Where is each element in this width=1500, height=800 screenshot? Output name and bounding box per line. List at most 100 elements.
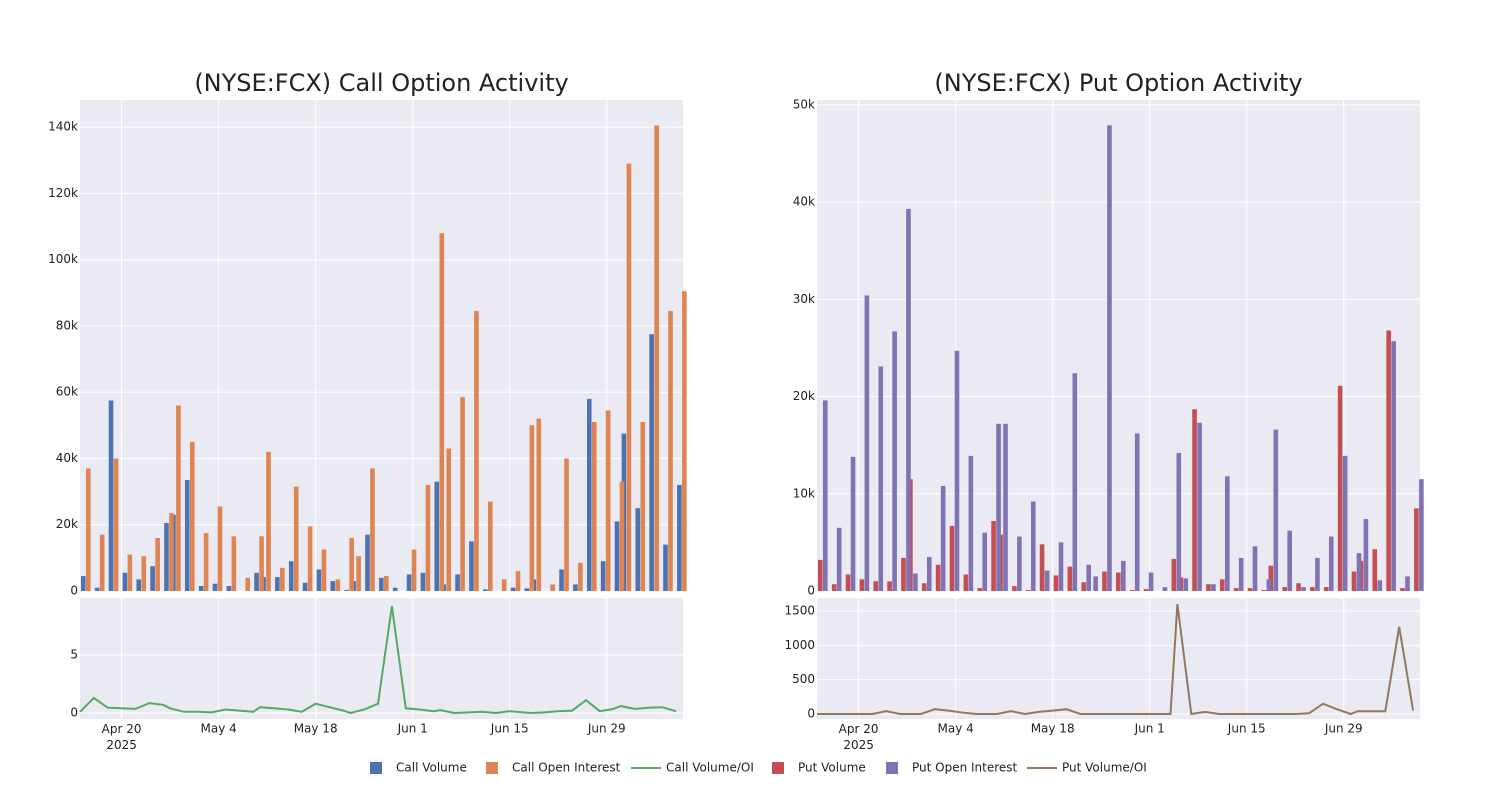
bar <box>1372 549 1378 591</box>
bar <box>379 577 384 591</box>
bar <box>1337 385 1343 591</box>
bar <box>293 486 299 591</box>
bar <box>1143 589 1149 591</box>
bar <box>668 311 673 591</box>
bar <box>127 554 133 591</box>
bar <box>591 422 597 591</box>
bar <box>901 557 906 591</box>
bar <box>1419 479 1424 591</box>
bar <box>189 441 195 591</box>
bar <box>619 481 625 591</box>
y-tick-label: 40k <box>56 451 78 465</box>
bar <box>122 572 128 591</box>
bar <box>425 484 431 591</box>
bar <box>1282 587 1287 591</box>
bar <box>330 581 336 591</box>
bar <box>682 291 687 591</box>
y-tick-label: 100k <box>48 252 78 266</box>
bar <box>392 587 398 591</box>
y-tick-label: 0 <box>807 584 815 598</box>
bar <box>529 425 535 591</box>
legend-label: Call Volume <box>396 761 467 775</box>
y-tick-label: 10k <box>793 486 815 500</box>
bar <box>949 525 955 591</box>
bar <box>536 418 542 591</box>
bar <box>349 537 354 591</box>
y-tick-label: 50k <box>793 97 815 111</box>
bar <box>635 508 641 591</box>
bar <box>226 586 232 591</box>
bar <box>488 501 493 591</box>
bar <box>365 534 370 591</box>
bar <box>307 526 313 591</box>
bar <box>1323 587 1329 591</box>
bar <box>1377 580 1383 591</box>
bar <box>1225 476 1230 591</box>
bar <box>1197 422 1202 591</box>
bar <box>446 448 452 591</box>
y2-tick-label: 500 <box>792 672 815 686</box>
bar <box>420 572 426 591</box>
bar <box>94 587 100 591</box>
bar <box>1134 433 1140 591</box>
legend-swatch <box>370 762 382 774</box>
bar <box>1102 571 1107 591</box>
bar <box>1025 590 1031 591</box>
bar <box>302 582 308 591</box>
bar <box>515 571 521 591</box>
bar <box>1003 423 1008 591</box>
bar <box>600 561 606 591</box>
bar <box>859 579 865 591</box>
bar <box>1116 572 1121 591</box>
bar <box>663 544 668 591</box>
bar <box>136 579 142 591</box>
bar <box>411 549 417 591</box>
bar <box>1405 576 1410 591</box>
bar <box>654 125 659 591</box>
y2-tick-label: 1500 <box>784 603 815 617</box>
bar <box>169 513 174 591</box>
bar <box>1176 452 1182 591</box>
bar <box>864 295 870 591</box>
y-tick-label: 80k <box>56 318 78 332</box>
legend-label: Put Volume/OI <box>1062 761 1147 775</box>
bar <box>1058 542 1064 591</box>
bar <box>1206 584 1211 591</box>
bar <box>108 400 114 591</box>
chart-title: (NYSE:FCX) Call Option Activity <box>194 69 568 97</box>
bar <box>81 576 86 591</box>
bar <box>1233 588 1239 591</box>
bar <box>1030 501 1036 591</box>
y-tick-label: 30k <box>793 292 815 306</box>
bar <box>141 556 147 591</box>
bar <box>1072 373 1078 591</box>
bar <box>439 233 445 592</box>
bar <box>1171 558 1177 591</box>
bar <box>1315 557 1320 591</box>
bar <box>935 564 941 591</box>
bar <box>878 366 884 591</box>
bar <box>1266 579 1272 591</box>
bar <box>586 398 592 591</box>
bar <box>1400 588 1405 591</box>
bar <box>474 311 479 591</box>
bar <box>1211 584 1216 591</box>
bar <box>850 456 856 591</box>
bar <box>559 569 564 591</box>
bar <box>1093 576 1098 591</box>
bar <box>1247 588 1253 591</box>
bar <box>483 589 488 591</box>
bar <box>1414 508 1419 591</box>
bar <box>280 567 285 591</box>
bar <box>510 587 516 591</box>
legend-label: Call Open Interest <box>512 761 621 775</box>
bar <box>921 583 927 591</box>
ratio-line <box>79 606 677 715</box>
bar <box>198 586 204 591</box>
bar <box>1261 590 1267 591</box>
bar <box>164 523 169 591</box>
bar <box>455 574 460 591</box>
bar <box>1252 546 1258 591</box>
bar <box>184 480 190 591</box>
